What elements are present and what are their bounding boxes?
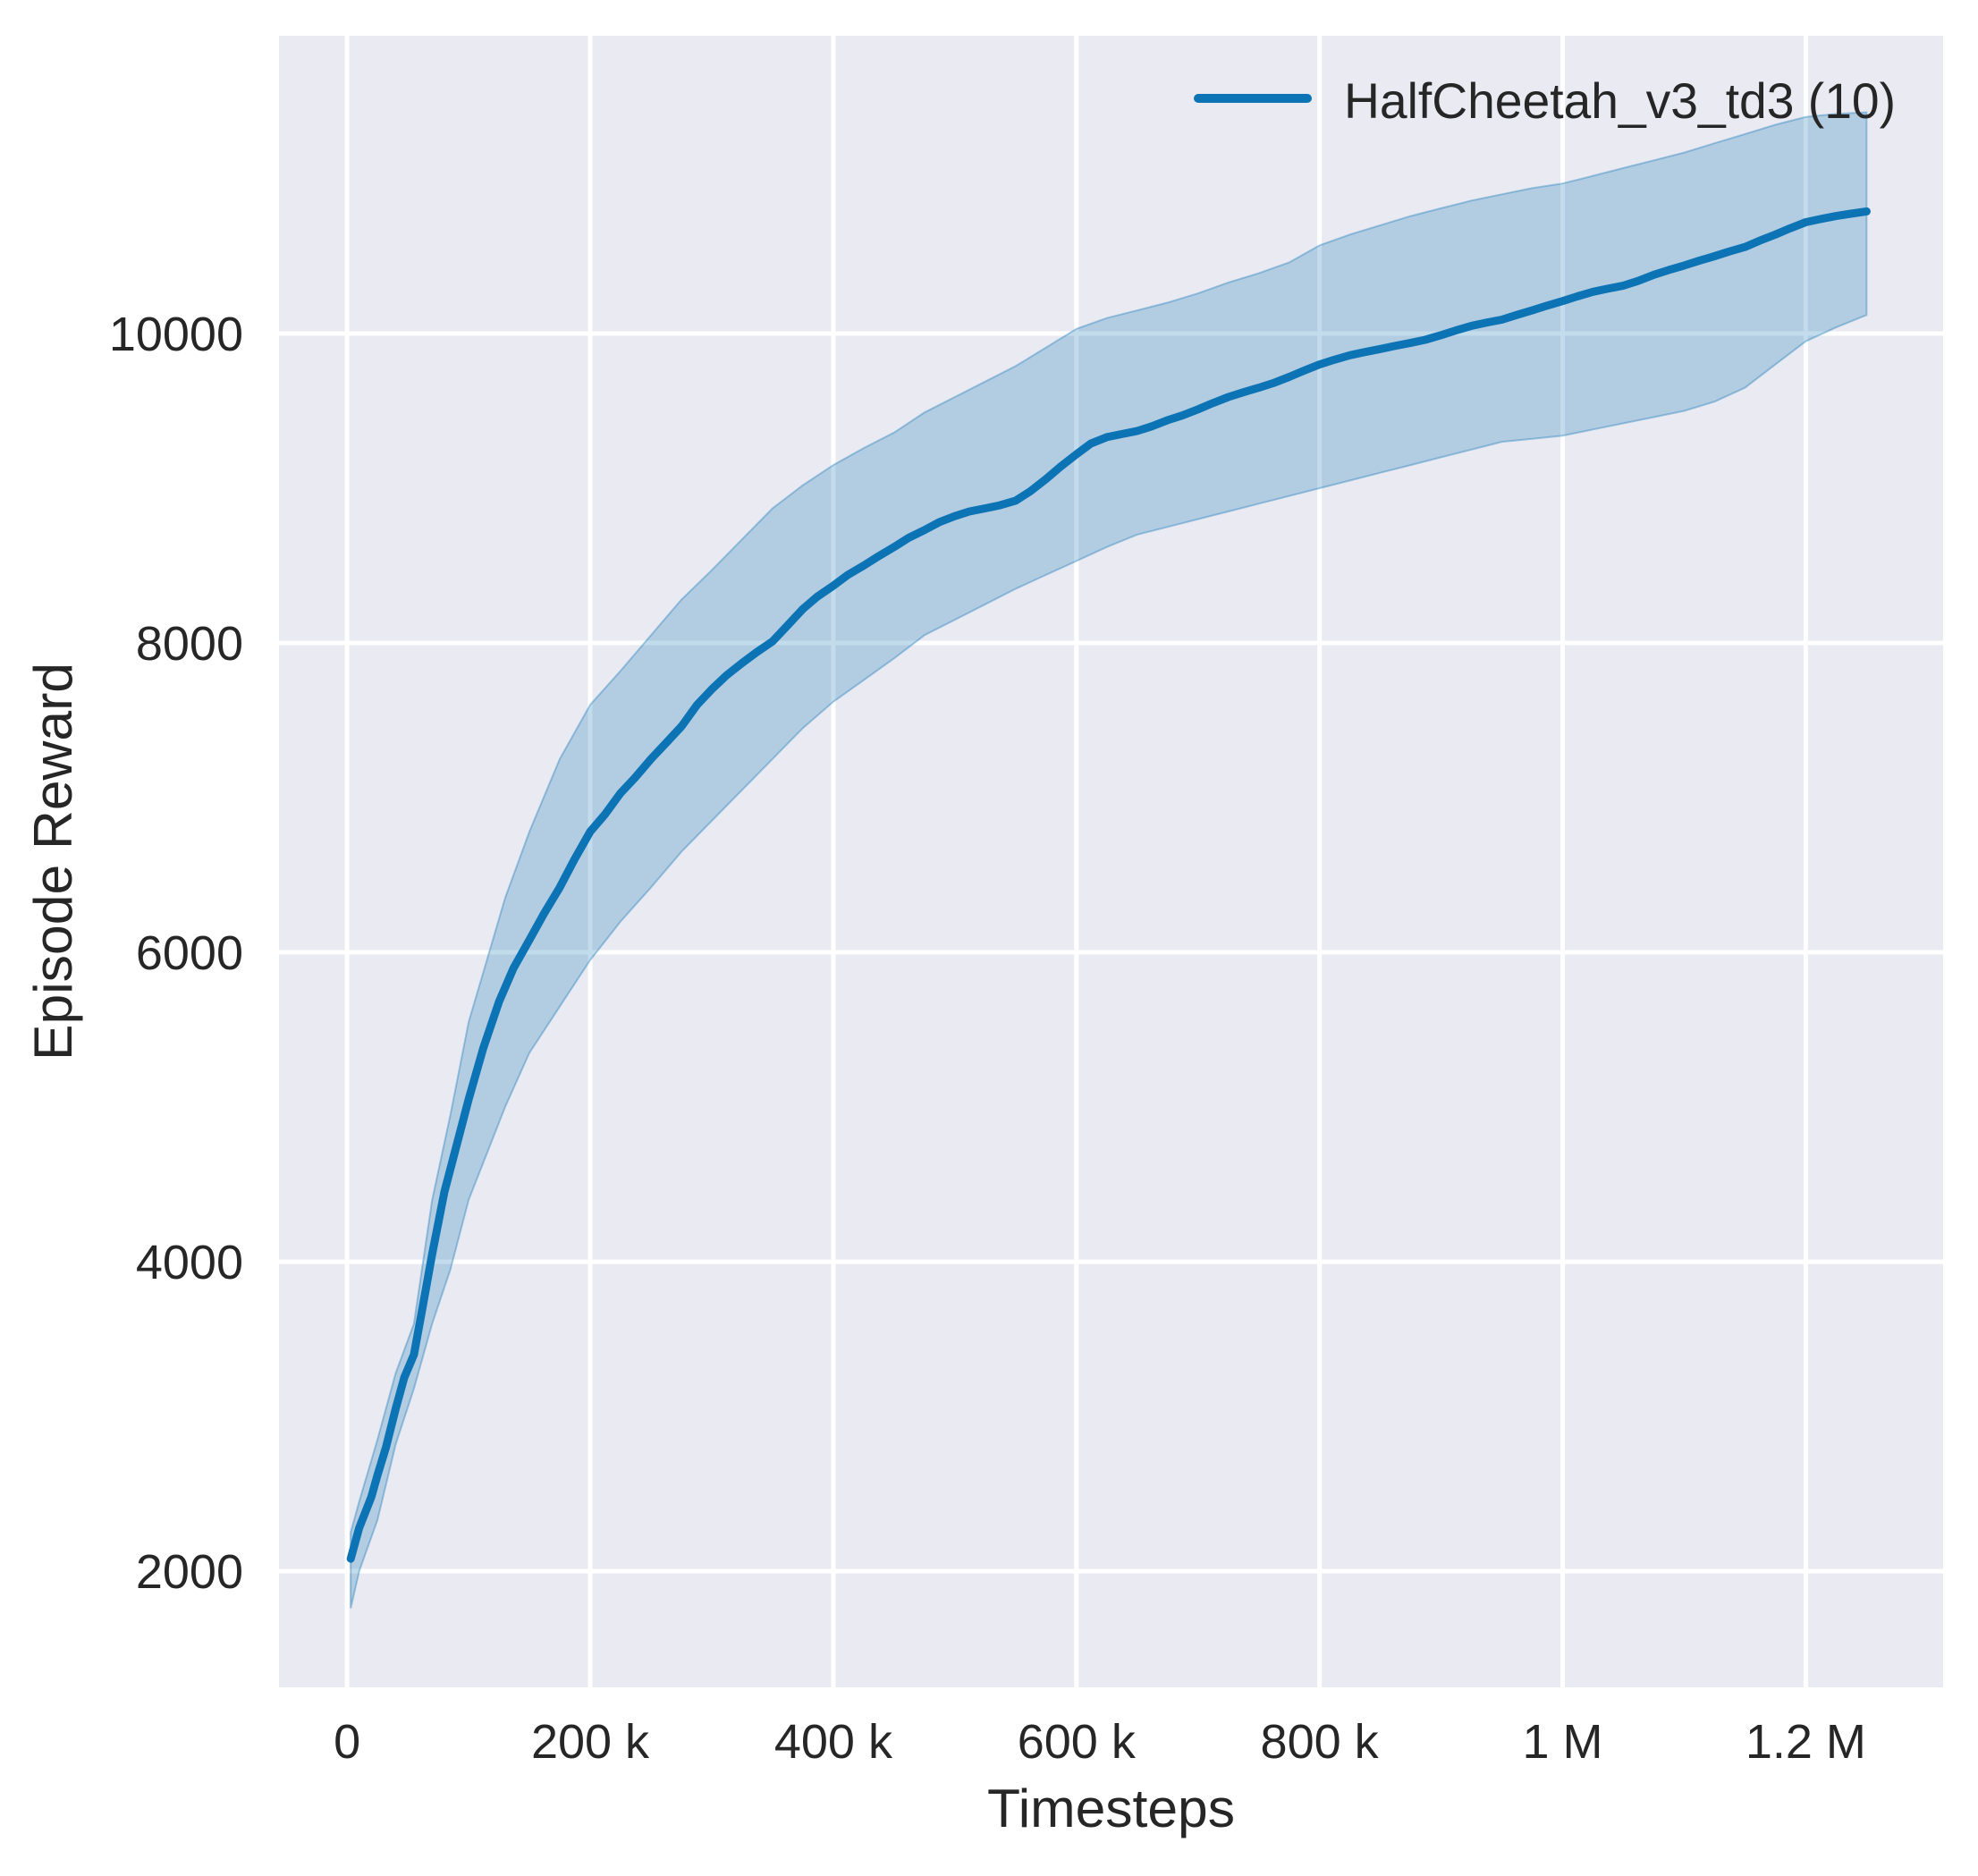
y-tick-label: 6000 — [136, 926, 243, 980]
plot-background — [279, 36, 1943, 1687]
y-axis-label: Episode Reward — [23, 663, 83, 1061]
confidence-band — [350, 111, 1868, 1609]
gridlines — [279, 36, 1943, 1687]
series-line — [346, 207, 1871, 1563]
y-tick-label: 10000 — [109, 308, 243, 361]
legend-label: HalfCheetah_v3_td3 (10) — [1344, 72, 1896, 129]
y-axis: 2000 4000 6000 8000 10000 — [109, 308, 243, 1599]
legend: HalfCheetah_v3_td3 (10) — [1194, 72, 1896, 129]
x-tick-label: 1.2 M — [1746, 1715, 1866, 1769]
x-tick-label: 400 k — [774, 1715, 893, 1769]
x-tick-label: 200 k — [531, 1715, 650, 1769]
x-axis-label: Timesteps — [987, 1779, 1235, 1838]
x-tick-label: 600 k — [1018, 1715, 1137, 1769]
y-tick-label: 2000 — [136, 1545, 243, 1599]
x-tick-label: 0 — [334, 1715, 360, 1769]
x-tick-label: 800 k — [1261, 1715, 1380, 1769]
x-axis: 0 200 k 400 k 600 k 800 k 1 M 1.2 M — [334, 1715, 1866, 1769]
y-tick-label: 8000 — [136, 617, 243, 671]
x-tick-label: 1 M — [1522, 1715, 1602, 1769]
y-tick-label: 4000 — [136, 1236, 243, 1289]
